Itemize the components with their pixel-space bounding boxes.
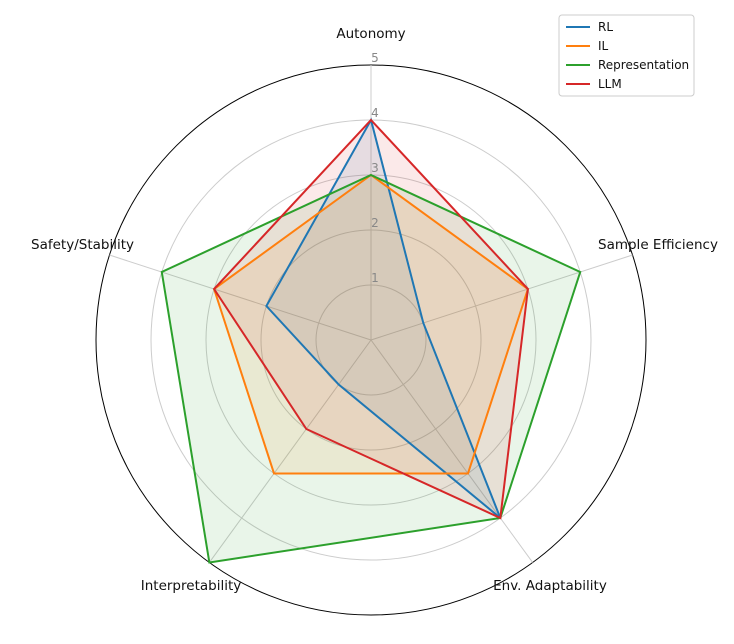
legend-label-representation: Representation — [598, 58, 689, 72]
axis-label-sample-efficiency: Sample Efficiency — [598, 237, 718, 253]
series-line-il — [212, 173, 530, 475]
axis-label-safety-stability: Safety/Stability — [31, 237, 134, 253]
radial-tick-labels: 1 2 3 4 5 — [371, 51, 379, 285]
legend-box — [558, 14, 695, 97]
series-area-llm — [214, 120, 528, 518]
series-line-representation — [160, 173, 582, 564]
spoke-env-adaptability — [370, 339, 534, 563]
series-area-representation — [161, 175, 581, 563]
axis-label-autonomy: Autonomy — [336, 26, 405, 42]
radar-series — [160, 117, 582, 564]
spoke-sample-efficiency — [370, 254, 633, 341]
tick-label-2: 2 — [371, 216, 379, 230]
tick-label-4: 4 — [371, 106, 379, 120]
series-area-rl — [266, 120, 501, 518]
tick-label-5: 5 — [371, 51, 379, 65]
legend-label-il: IL — [598, 39, 609, 53]
legend-label-rl: RL — [598, 20, 613, 34]
legend: RL IL Representation LLM — [558, 14, 695, 97]
series-area-il — [214, 175, 528, 474]
tick-label-1: 1 — [371, 271, 379, 285]
axis-label-env-adaptability: Env. Adaptability — [493, 578, 607, 594]
radar-grid — [95, 64, 647, 616]
axis-labels: Autonomy Sample Efficiency Env. Adaptabili… — [31, 26, 718, 594]
legend-label-llm: LLM — [598, 77, 622, 91]
spoke-safety-stability — [109, 254, 372, 341]
axis-label-interpretability: Interpretability — [141, 578, 242, 594]
spoke-interpretability — [208, 339, 372, 563]
tick-label-3: 3 — [371, 161, 379, 175]
series-line-llm — [212, 118, 529, 520]
series-line-rl — [265, 117, 502, 519]
